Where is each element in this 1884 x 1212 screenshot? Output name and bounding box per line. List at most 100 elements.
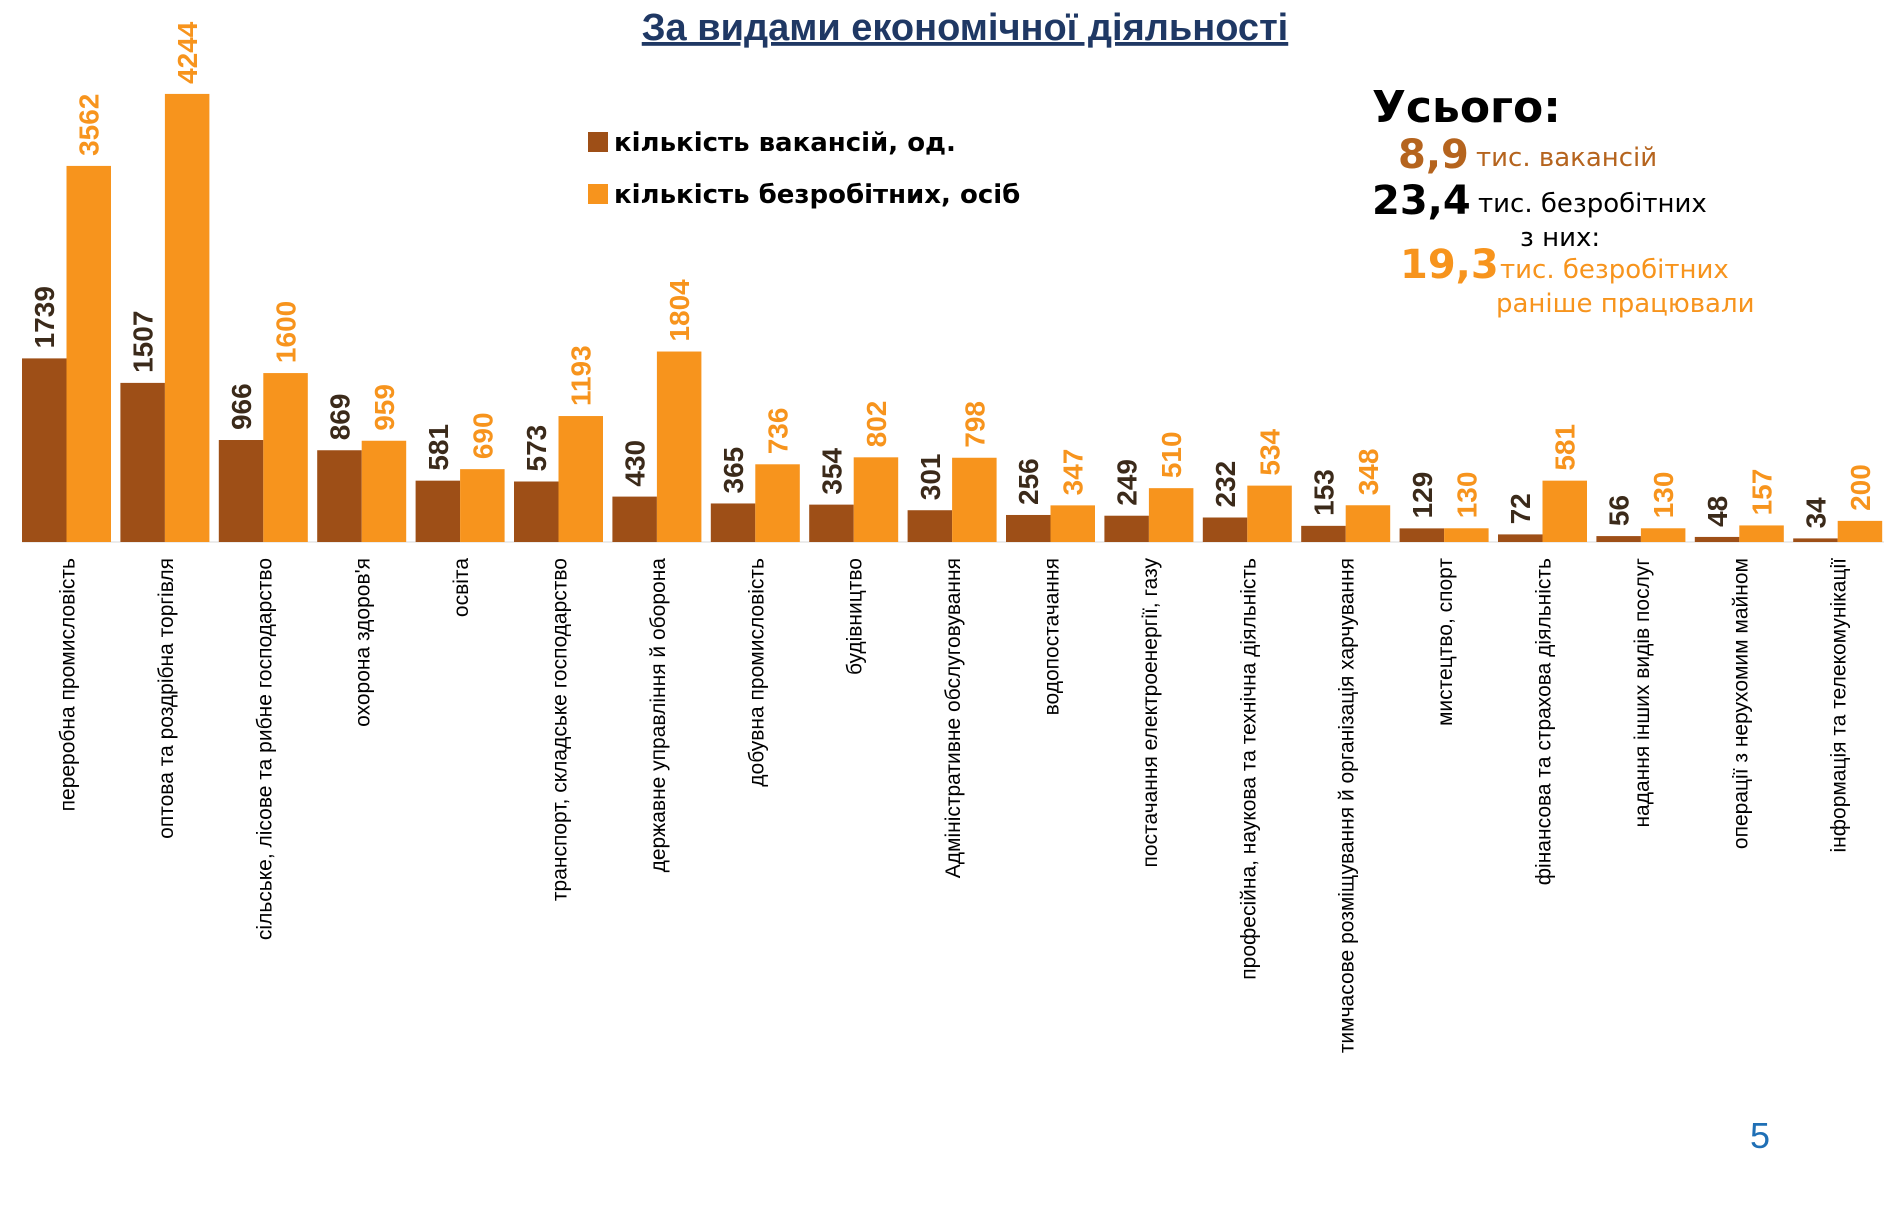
bar — [1694, 536, 1740, 542]
bar — [218, 440, 264, 542]
data-label: 153 — [1308, 469, 1339, 516]
data-label: 157 — [1747, 469, 1778, 516]
bar — [853, 457, 899, 542]
bar — [1640, 528, 1686, 542]
bar — [1837, 520, 1883, 542]
data-label: 430 — [620, 440, 651, 487]
bar — [558, 416, 603, 542]
x-tick-label: оптова та роздрібна торгівля — [155, 558, 178, 839]
bar — [1247, 485, 1292, 542]
data-label: 510 — [1156, 431, 1187, 478]
data-label: 200 — [1845, 464, 1876, 511]
bar — [710, 503, 756, 542]
totals-unit: тис. вакансій — [1476, 143, 1657, 173]
bar — [164, 93, 210, 542]
bar — [755, 464, 800, 542]
bar — [1596, 536, 1641, 542]
legend-label: кількість вакансій, од. — [614, 128, 956, 158]
bar — [263, 373, 308, 542]
bar — [952, 457, 997, 542]
data-label: 966 — [226, 383, 257, 430]
totals-unit: тис. безробітних — [1478, 189, 1707, 219]
bar — [809, 504, 854, 542]
bar — [1006, 514, 1051, 542]
data-label: 1739 — [29, 286, 60, 348]
bar — [1104, 515, 1149, 542]
x-tick-label: будівництво — [844, 558, 867, 675]
x-tick-label: охорона здоров'я — [352, 558, 375, 727]
bar — [656, 351, 702, 542]
data-label: 3562 — [74, 94, 105, 156]
x-tick-label: інформація та телекомунікації — [1828, 558, 1851, 853]
data-label: 4244 — [172, 21, 203, 84]
bar — [460, 469, 505, 542]
data-label: 1600 — [271, 301, 302, 363]
x-tick-label: державне управління й оборона — [647, 558, 670, 873]
data-label: 1507 — [128, 311, 159, 373]
x-tick-label: фінансова та страхова діяльність — [1533, 558, 1556, 885]
data-label: 256 — [1013, 458, 1044, 505]
x-tick-label: Адміністративне обслуговування — [942, 558, 965, 878]
bar — [22, 358, 67, 542]
x-tick-label: освіта — [450, 558, 473, 617]
x-tick-label: професійна, наукова та технічна діяльніс… — [1237, 558, 1260, 980]
bar — [1345, 505, 1391, 542]
legend-label: кількість безробітних, осіб — [614, 180, 1020, 210]
page-number: 5 — [1750, 1115, 1770, 1156]
bar — [514, 481, 559, 542]
totals-note: раніше працювали — [1496, 289, 1755, 319]
bar — [120, 382, 165, 542]
data-label: 249 — [1112, 459, 1143, 506]
data-label: 232 — [1210, 461, 1241, 508]
data-label: 581 — [423, 424, 454, 471]
legend-swatch — [588, 132, 608, 152]
x-tick-label: переробна промисловість — [57, 558, 80, 811]
data-label: 301 — [915, 454, 946, 501]
bar — [66, 165, 111, 542]
x-tick-label: водопостачання — [1041, 558, 1064, 715]
x-tick-label: операції з нерухомим майном — [1729, 558, 1752, 849]
bar — [907, 510, 953, 542]
data-label: 534 — [1255, 428, 1286, 475]
data-label: 56 — [1604, 495, 1635, 526]
totals-value: 19,3 — [1400, 242, 1499, 288]
data-label: 1804 — [664, 279, 695, 342]
totals-note: з них: — [1520, 223, 1600, 253]
x-tick-label: сільське, лісове та рибне господарство — [253, 558, 276, 940]
chart-title: За видами економічної діяльності — [642, 7, 1288, 49]
data-label: 798 — [959, 401, 990, 448]
bar — [1148, 488, 1194, 542]
data-label: 802 — [861, 401, 892, 448]
data-label: 354 — [816, 447, 847, 494]
bar — [1399, 528, 1445, 542]
data-label: 129 — [1407, 472, 1438, 519]
data-label: 348 — [1353, 449, 1384, 496]
data-label: 130 — [1648, 472, 1679, 519]
data-label: 48 — [1702, 496, 1733, 527]
bar — [415, 480, 461, 542]
data-label: 34 — [1800, 497, 1831, 529]
data-label: 130 — [1451, 472, 1482, 519]
legend-swatch — [588, 184, 608, 204]
x-tick-label: надання інших видів послуг — [1631, 558, 1654, 828]
bar — [361, 440, 407, 542]
data-label: 581 — [1550, 424, 1581, 471]
bar — [1498, 534, 1543, 542]
data-label: 736 — [763, 408, 794, 455]
data-label: 690 — [467, 412, 498, 459]
bar — [1793, 538, 1838, 542]
data-label: 347 — [1058, 449, 1089, 496]
data-label: 72 — [1505, 493, 1536, 524]
data-label: 365 — [718, 447, 749, 494]
x-tick-label: мистецтво, спорт — [1434, 558, 1457, 726]
totals-value: 8,9 — [1398, 132, 1469, 178]
x-tick-label: постачання електроенергії, газу — [1139, 558, 1162, 868]
bar — [1050, 505, 1095, 542]
data-label: 573 — [521, 425, 552, 472]
bar — [1739, 525, 1784, 542]
bar — [1301, 525, 1346, 542]
x-tick-label: добувна промисловість — [745, 558, 768, 787]
bar — [612, 496, 657, 542]
data-label: 1193 — [566, 345, 597, 406]
